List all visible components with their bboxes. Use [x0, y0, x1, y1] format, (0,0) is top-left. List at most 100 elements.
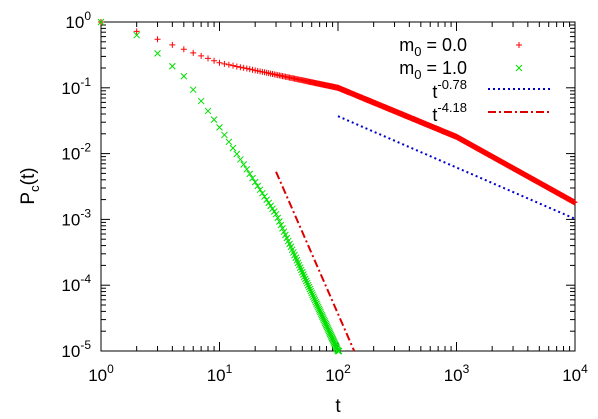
- data-point-m0: [246, 66, 253, 73]
- data-point-m1: [225, 138, 233, 146]
- data-point-m1: [306, 285, 314, 293]
- data-point-m0: [221, 60, 228, 67]
- y-axis-label-after: (t): [18, 167, 39, 185]
- legend-marker-m0-0: [516, 42, 522, 48]
- y-tick-label: 10-2: [61, 141, 91, 164]
- data-point-m0: [240, 64, 247, 71]
- y-axis-label-sub: c: [27, 185, 42, 192]
- y-tick-label: 100: [65, 9, 91, 32]
- data-point-m0: [198, 52, 205, 59]
- fit-line-fit1: [337, 115, 576, 220]
- data-point-m1: [204, 107, 212, 115]
- data-point-m1: [304, 281, 312, 289]
- data-point-m1: [197, 97, 205, 105]
- data-point-m0: [216, 59, 223, 66]
- data-point-m1: [261, 193, 268, 200]
- data-point-m0: [233, 63, 240, 70]
- x-tick-label: 100: [88, 362, 114, 385]
- x-axis-label-text: t: [335, 396, 341, 417]
- data-point-m1: [311, 296, 319, 304]
- data-point-m1: [310, 295, 318, 302]
- data-point-m1: [180, 72, 188, 80]
- data-point-m0: [225, 61, 232, 68]
- data-point-m1: [240, 161, 248, 168]
- data-point-m1: [154, 49, 161, 57]
- y-tick-label: 10-4: [61, 272, 91, 295]
- x-tick-label: 101: [207, 362, 233, 385]
- data-point-m1: [314, 303, 322, 311]
- x-tick-label: 102: [325, 362, 351, 385]
- legend-label-m0-1: m0 = 1.0: [399, 58, 467, 82]
- data-point-m1: [237, 156, 244, 163]
- legend-label-m0-0: m0 = 0.0: [399, 35, 467, 59]
- legend-label-fit-418: t-4.18: [432, 100, 467, 125]
- data-point-m1: [243, 165, 251, 173]
- data-point-m0: [249, 66, 256, 73]
- data-point-m1: [168, 62, 176, 70]
- data-point-m1: [246, 170, 254, 178]
- data-point-m0: [243, 65, 250, 72]
- y-axis-label: Pc(t): [18, 167, 42, 204]
- data-point-m0: [237, 64, 244, 71]
- data-point-m1: [299, 271, 307, 278]
- data-point-m1: [279, 225, 286, 232]
- x-tick-label: 104: [562, 362, 588, 385]
- legend-entry-m0-0: m0 = 0.0: [399, 35, 522, 59]
- legend: m0 = 0.0 m0 = 1.0 t-0.78 t-4.18: [399, 35, 551, 125]
- data-point-m1: [216, 124, 223, 131]
- y-tick-label: 10-5: [61, 338, 91, 361]
- data-point-m1: [309, 291, 316, 299]
- series-m1: [97, 18, 343, 355]
- axis-ticks: [100, 21, 576, 352]
- data-point-m1: [300, 273, 308, 281]
- data-point-m0: [211, 57, 218, 64]
- plot-frame-group: [100, 21, 576, 352]
- data-point-m1: [335, 347, 343, 355]
- data-point-m1: [251, 178, 259, 186]
- data-point-m1: [303, 279, 311, 287]
- data-point-m1: [277, 221, 285, 229]
- data-point-m1: [256, 186, 264, 194]
- data-point-m1: [263, 196, 271, 204]
- data-point-m1: [221, 131, 228, 139]
- data-point-m1: [97, 18, 105, 26]
- data-point-m1: [315, 305, 323, 313]
- data-point-m1: [312, 298, 320, 306]
- legend-entry-fit-078: t-0.78: [432, 77, 551, 102]
- y-tick-label: 10-1: [61, 75, 91, 98]
- legend-label-fit-078: t-0.78: [432, 77, 467, 102]
- legend-entry-fit-418: t-4.18: [432, 100, 551, 125]
- data-point-m0: [180, 46, 187, 53]
- data-point-m1: [267, 202, 274, 210]
- data-point-m1: [307, 287, 315, 295]
- data-point-m1: [308, 289, 316, 297]
- data-point-m0: [230, 62, 237, 69]
- data-point-m0: [571, 199, 578, 206]
- data-layer: [97, 18, 578, 355]
- y-tick-label: 10-3: [61, 206, 91, 229]
- tick-labels: 100 101 102 103 104 100 10-1 10-2 10-3 10-4 10-5: [61, 9, 588, 385]
- data-point-m1: [301, 275, 309, 283]
- data-point-m1: [276, 218, 283, 225]
- x-tick-label: 103: [444, 362, 470, 385]
- fit-line-fit2: [275, 171, 356, 352]
- data-point-m1: [305, 283, 313, 291]
- data-point-m1: [298, 268, 306, 276]
- data-point-m1: [210, 116, 218, 123]
- series-m0: [98, 19, 578, 206]
- data-point-m1: [259, 189, 266, 197]
- data-point-m1: [233, 150, 241, 158]
- data-point-m1: [254, 182, 262, 190]
- data-point-m1: [265, 199, 273, 207]
- data-point-m1: [229, 144, 237, 152]
- data-point-m1: [272, 210, 280, 218]
- data-point-m1: [274, 214, 282, 222]
- legend-marker-point: [516, 42, 522, 48]
- legend-marker-point: [515, 64, 523, 72]
- data-point-m0: [154, 36, 161, 43]
- data-point-m1: [314, 302, 321, 309]
- x-axis-label: t: [335, 396, 341, 417]
- data-point-m1: [313, 300, 320, 308]
- data-point-m0: [169, 41, 176, 48]
